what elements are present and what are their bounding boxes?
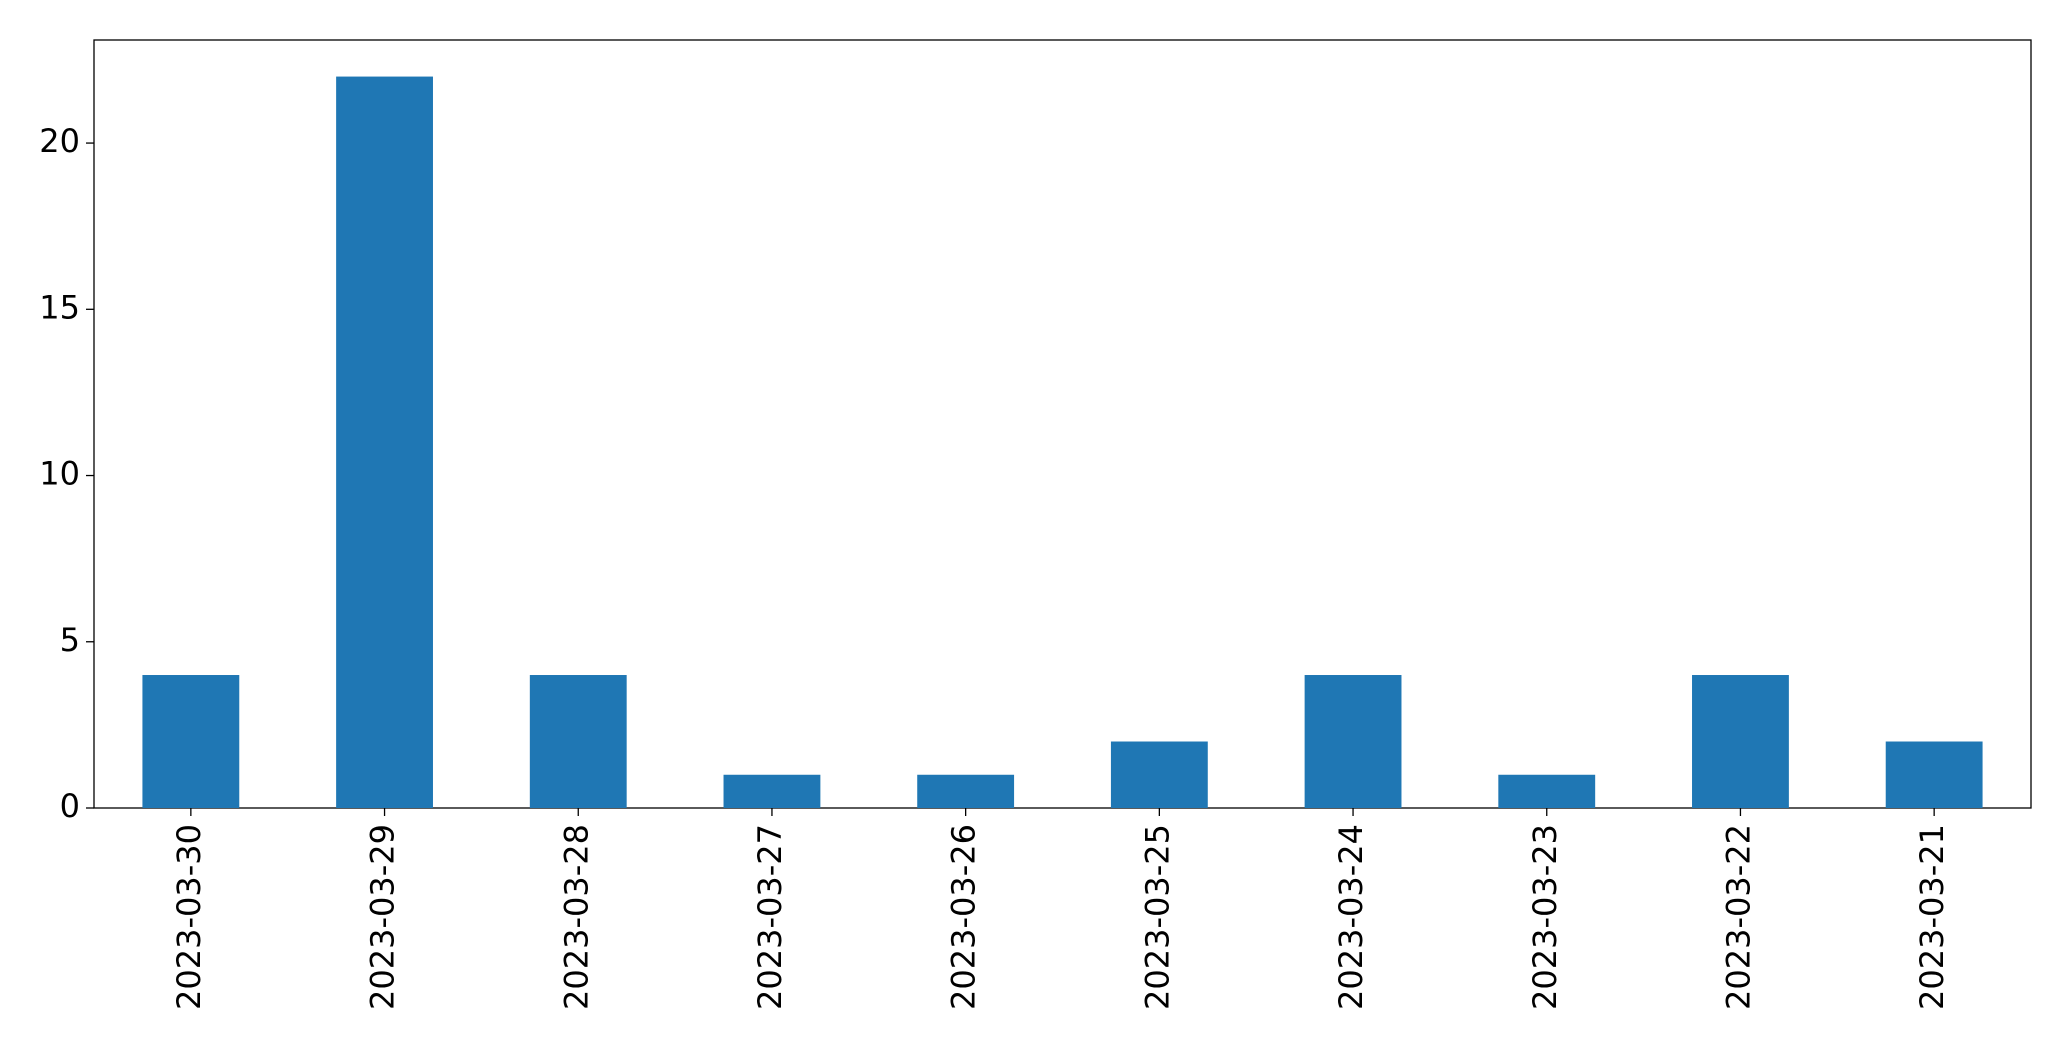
bar [1885, 741, 1983, 808]
x-tick-label: 2023-03-22 [1719, 824, 1757, 1010]
y-tick-label: 10 [39, 455, 80, 493]
bar [1692, 675, 1789, 808]
bar [1304, 675, 1402, 808]
y-tick-label: 15 [39, 288, 80, 326]
bar [917, 774, 1015, 808]
x-tick-label: 2023-03-29 [364, 824, 402, 1010]
x-tick-label: 2023-03-28 [557, 824, 595, 1010]
x-tick-label: 2023-03-30 [170, 824, 208, 1010]
bar [336, 76, 433, 809]
y-tick-label: 0 [60, 787, 80, 825]
x-tick-label: 2023-03-23 [1526, 824, 1564, 1010]
bar [1498, 774, 1596, 808]
y-tick-label: 20 [39, 122, 80, 160]
x-tick-label: 2023-03-25 [1138, 824, 1176, 1010]
x-tick-label: 2023-03-27 [751, 824, 789, 1010]
plot-frame [93, 39, 2032, 809]
bar [1110, 741, 1208, 808]
bar [529, 675, 627, 808]
bar [142, 675, 240, 808]
bar [723, 774, 821, 808]
x-tick-label: 2023-03-26 [945, 824, 983, 1010]
x-tick-label: 2023-03-24 [1332, 824, 1370, 1010]
x-tick-label: 2023-03-21 [1913, 824, 1951, 1010]
y-tick-label: 5 [60, 621, 80, 659]
